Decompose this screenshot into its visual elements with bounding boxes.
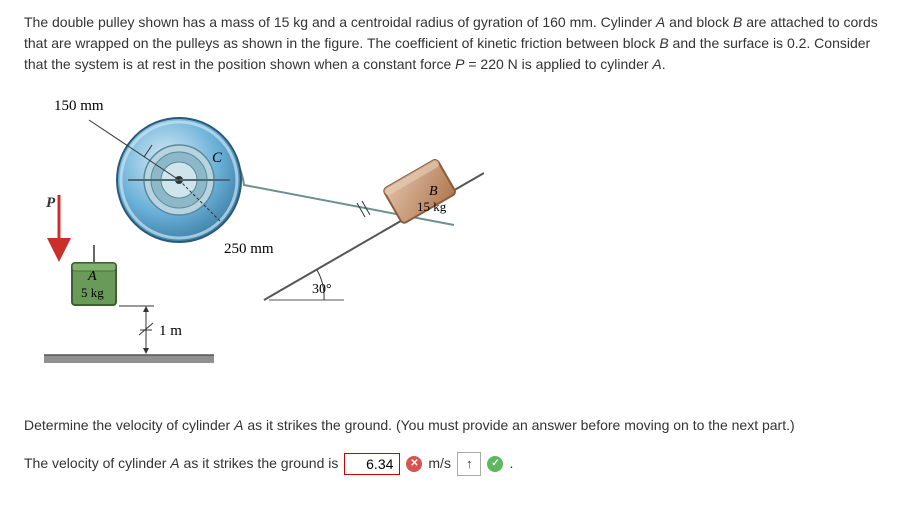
label-b: B (429, 184, 438, 199)
question-prompt: Determine the velocity of cylinder A as … (24, 415, 878, 436)
unit-label: m/s (428, 453, 451, 474)
text: The double pulley shown has a mass of 15… (24, 14, 656, 30)
problem-statement: The double pulley shown has a mass of 15… (24, 12, 878, 75)
text: Determine the velocity of cylinder (24, 417, 234, 433)
label-mass-b: 15 kg (417, 199, 447, 214)
dim-drop (119, 306, 154, 353)
var-A: A (656, 14, 665, 30)
label-dim-inner: 150 mm (54, 98, 104, 114)
direction-box[interactable]: ↑ (457, 452, 482, 476)
var-A: A (652, 56, 661, 72)
label-c: C (212, 150, 223, 166)
ground (44, 355, 214, 363)
label-angle: 30° (312, 282, 332, 297)
figure: 150 mm C P A 5 kg 250 mm 1 m 30° B 15 kg (24, 95, 484, 375)
period: . (509, 453, 513, 474)
label-p: P (46, 195, 56, 211)
wrong-icon: ✕ (406, 456, 422, 472)
answer-line: The velocity of cylinder A as it strikes… (24, 452, 878, 476)
figure-svg: 150 mm C P A 5 kg 250 mm 1 m 30° B 15 kg (24, 95, 484, 375)
answer-label: The velocity of cylinder A as it strikes… (24, 453, 338, 474)
text: = 220 N is applied to cylinder (464, 56, 652, 72)
answer-input[interactable] (344, 453, 400, 475)
text: as it strikes the ground. (You must prov… (243, 417, 794, 433)
var-B: B (733, 14, 742, 30)
label-dim-drop: 1 m (159, 323, 182, 339)
var-B: B (659, 35, 668, 51)
label-mass-a: 5 kg (81, 285, 104, 300)
label-a: A (87, 269, 97, 284)
correct-icon: ✓ (487, 456, 503, 472)
text: . (662, 56, 666, 72)
text: and block (665, 14, 733, 30)
label-dim-outer: 250 mm (224, 241, 274, 257)
